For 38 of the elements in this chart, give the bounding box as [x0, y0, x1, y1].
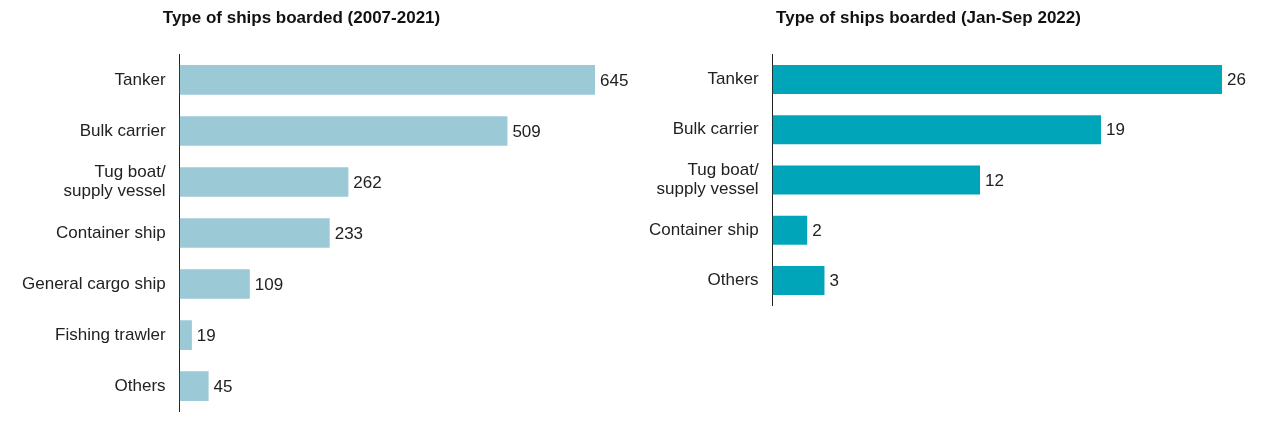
data-label: 509: [512, 121, 541, 141]
data-label: 109: [254, 274, 284, 294]
bar: [179, 218, 330, 248]
y-tick-label: Tanker: [114, 69, 166, 89]
data-label: 26: [1227, 70, 1246, 90]
data-label: 262: [353, 172, 382, 192]
data-label: 2: [812, 220, 822, 240]
bar: [179, 320, 192, 350]
y-tick-label: Tug boat/ supply vessel: [656, 160, 759, 199]
data-label: 45: [213, 376, 233, 396]
y-tick-label: Others: [114, 375, 166, 395]
bar: [772, 165, 981, 195]
bar: [179, 116, 508, 146]
data-label: 19: [196, 325, 216, 345]
y-tick-label: Container ship: [649, 219, 759, 239]
bar: [179, 371, 209, 401]
y-tick-label: Others: [707, 270, 759, 290]
y-tick-label: Bulk carrier: [79, 120, 166, 140]
y-tick-label: Bulk carrier: [672, 119, 759, 139]
data-label: 233: [334, 223, 364, 243]
chart-title: Type of ships boarded (Jan-Sep 2022): [776, 7, 1081, 27]
bar: [179, 269, 250, 299]
y-tick-label: Container ship: [56, 222, 166, 242]
bar: [772, 265, 825, 296]
data-label: 19: [1106, 120, 1125, 140]
y-tick-label: Tanker: [707, 69, 759, 89]
data-label: 3: [829, 271, 839, 291]
y-tick-label: Tug boat/ supply vessel: [63, 162, 166, 201]
bar: [179, 167, 349, 197]
y-tick-label: Fishing trawler: [55, 324, 166, 344]
bar: [179, 65, 595, 95]
chart-title: Type of ships boarded (2007-2021): [162, 7, 441, 27]
bar: [772, 115, 1102, 145]
y-tick-label: General cargo ship: [22, 273, 166, 293]
bar: [772, 64, 1222, 95]
data-label: 645: [600, 70, 629, 90]
data-label: 12: [985, 170, 1004, 190]
bar: [772, 215, 808, 245]
